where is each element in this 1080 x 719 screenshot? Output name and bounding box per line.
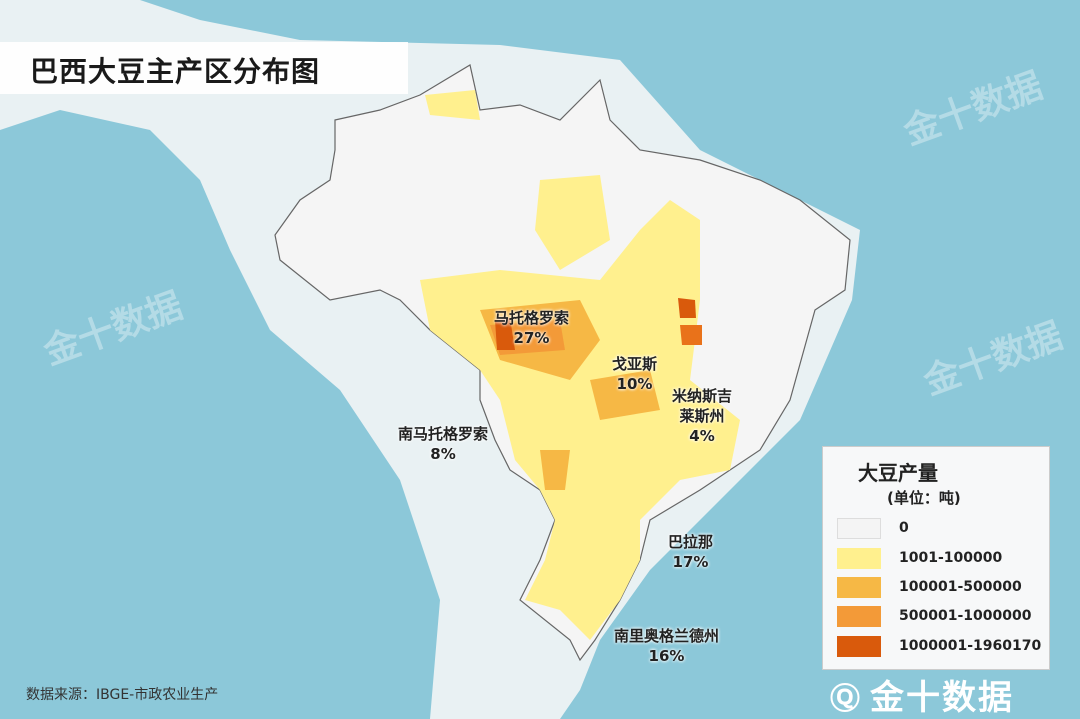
region-label-goias: 戈亚斯 10%: [612, 355, 658, 393]
area-top: [495, 318, 515, 350]
legend-item: 0: [837, 517, 909, 539]
brand-logo: Ⓠ 金十数据: [830, 678, 1014, 718]
region-label-mato-grosso: 马托格罗索 27%: [494, 309, 570, 347]
legend-swatch: [837, 547, 881, 569]
legend-item: 500001-1000000: [837, 605, 1031, 627]
area-low-north: [535, 175, 610, 270]
region-label-minas-gerais: 米纳斯吉 莱斯州 4%: [672, 387, 733, 445]
legend-item: 1000001-1960170: [837, 635, 1041, 657]
area-top-2: [678, 298, 696, 318]
page-title: 巴西大豆主产区分布图: [30, 55, 321, 88]
region-label-rio-grande-do-sul: 南里奥格兰德州 16%: [614, 627, 720, 665]
logo-icon: Ⓠ: [830, 682, 862, 717]
title-bar: [0, 42, 408, 94]
legend: 大豆产量 (单位：吨) 0 1001-100000 100001-500000 …: [822, 446, 1050, 670]
area-medium-2: [590, 370, 660, 420]
data-source: 数据来源：IBGE-市政农业生产: [26, 687, 219, 703]
area-top-3: [680, 325, 702, 345]
area-low-roraima: [425, 90, 480, 120]
legend-item: 100001-500000: [837, 576, 1022, 598]
legend-title: 大豆产量: [858, 461, 938, 485]
legend-swatch: [837, 605, 881, 627]
legend-swatch: [837, 576, 881, 598]
production-areas: [420, 90, 740, 640]
legend-swatch: [837, 517, 881, 539]
legend-item: 1001-100000: [837, 547, 1002, 569]
legend-swatch: [837, 635, 881, 657]
region-label-mato-grosso-do-sul: 南马托格罗索 8%: [398, 425, 489, 463]
area-medium-3: [540, 450, 570, 490]
legend-unit: (单位：吨): [887, 489, 961, 507]
region-label-parana: 巴拉那 17%: [668, 533, 714, 571]
